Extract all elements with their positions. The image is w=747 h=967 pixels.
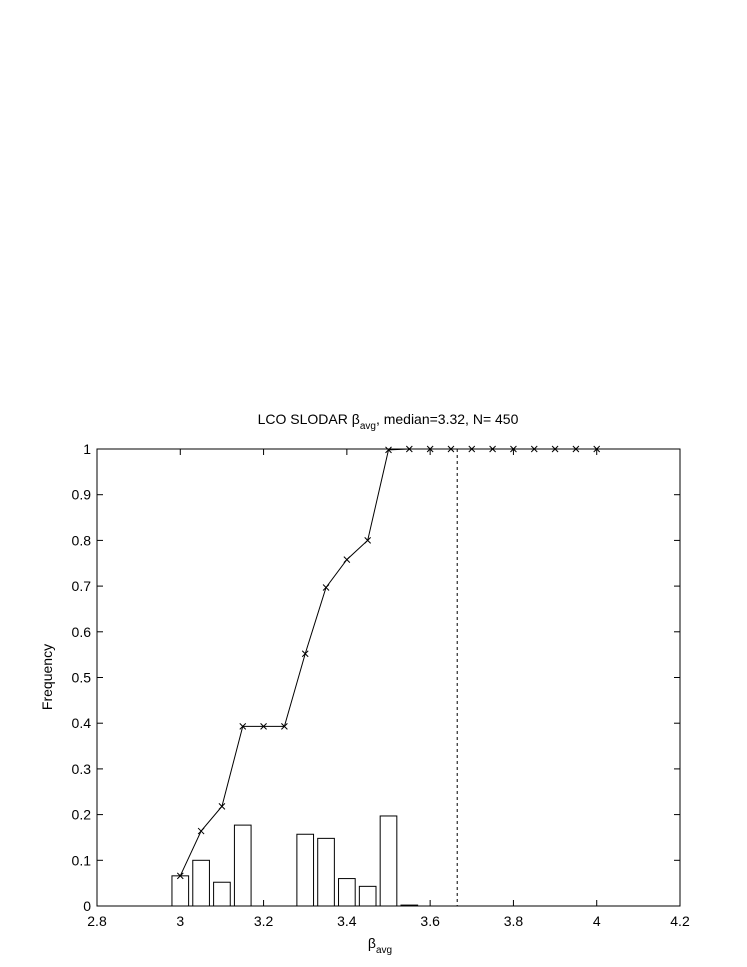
bar xyxy=(317,837,335,907)
x-tick-label: 4 xyxy=(593,913,601,929)
y-tick-label: 0 xyxy=(83,898,91,914)
marker xyxy=(218,803,226,810)
bar xyxy=(192,859,210,907)
marker xyxy=(322,584,330,591)
marker-stroke xyxy=(176,872,184,880)
y-tick-label: 0.3 xyxy=(72,761,92,777)
title-sub: avg xyxy=(360,421,376,432)
marker xyxy=(197,827,205,835)
y-tick-label: 0.5 xyxy=(72,670,92,686)
x-tick-label: 3.4 xyxy=(337,913,357,929)
xlabel-sub: avg xyxy=(376,945,392,956)
y-tick-label: 0.2 xyxy=(72,807,92,823)
marker-stroke xyxy=(385,446,392,454)
marker xyxy=(364,537,372,544)
bar xyxy=(171,875,190,907)
marker xyxy=(281,723,288,730)
marker-stroke xyxy=(218,803,226,810)
marker-stroke xyxy=(364,537,372,544)
x-tick-label: 3 xyxy=(176,913,184,929)
x-tick-label: 4.2 xyxy=(670,913,690,929)
y-tick-label: 0.9 xyxy=(72,487,92,503)
marker xyxy=(260,723,267,730)
marker-stroke xyxy=(322,584,330,591)
y-tick-label: 0.6 xyxy=(72,624,92,640)
marker xyxy=(301,650,309,658)
y-tick-label: 0.1 xyxy=(72,852,92,868)
x-axis-label: βavg xyxy=(368,935,392,956)
y-tick-label: 0.7 xyxy=(72,578,92,594)
y-tick-label: 1 xyxy=(83,441,91,457)
y-tick-label: 0.4 xyxy=(72,715,92,731)
chart-title: LCO SLODAR βavg, median=3.32, N= 450 xyxy=(258,411,519,432)
marker xyxy=(239,723,247,730)
marker-stroke xyxy=(260,723,267,730)
plot-frame xyxy=(96,448,681,907)
title-prefix: LCO SLODAR β xyxy=(258,411,360,427)
title-suffix: , median=3.32, N= 450 xyxy=(376,411,519,427)
bar xyxy=(358,885,377,907)
marker-stroke xyxy=(343,556,351,563)
marker xyxy=(343,556,351,563)
bar xyxy=(213,881,231,907)
y-axis-label: Frequency xyxy=(39,644,55,710)
marker xyxy=(176,872,184,880)
bar xyxy=(338,878,356,907)
marker-stroke xyxy=(301,650,309,658)
marker-stroke xyxy=(281,723,288,730)
marker-stroke xyxy=(239,723,247,730)
bar xyxy=(296,833,315,907)
cumulative-line xyxy=(179,448,597,877)
xlabel: β xyxy=(368,935,376,951)
bar xyxy=(379,815,398,907)
marker xyxy=(385,446,392,454)
x-tick-label: 3.2 xyxy=(254,913,274,929)
bar xyxy=(233,824,252,907)
marker-stroke xyxy=(197,827,205,835)
x-tick-label: 2.8 xyxy=(87,913,107,929)
y-tick-label: 0.8 xyxy=(72,532,92,548)
x-tick-label: 3.8 xyxy=(504,913,524,929)
x-tick-label: 3.6 xyxy=(420,913,440,929)
